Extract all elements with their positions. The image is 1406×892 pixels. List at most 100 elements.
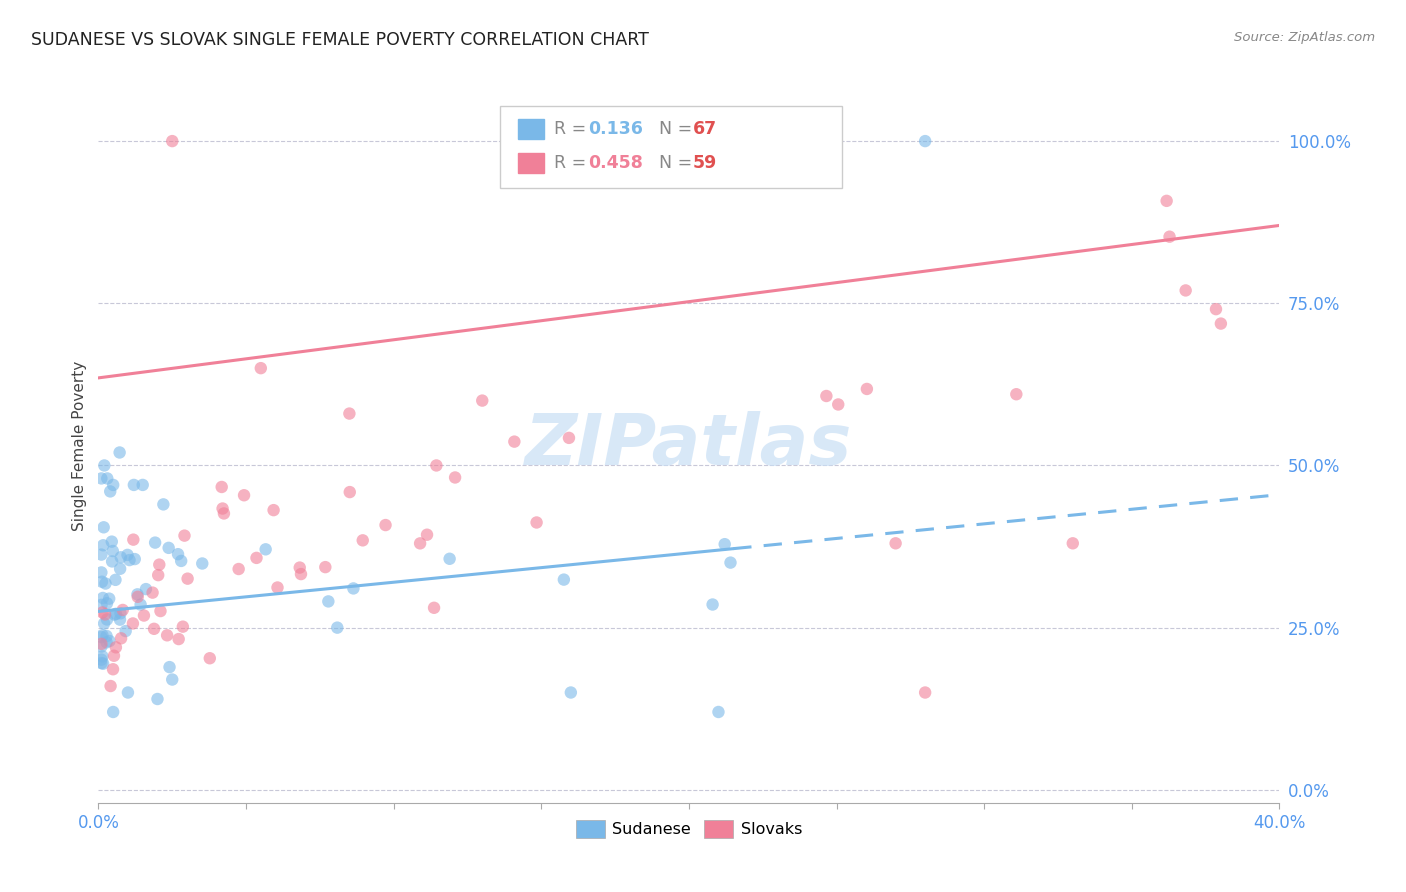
Point [143, 535, 166, 549]
Point [91, 649, 114, 664]
Point [173, 528, 195, 542]
Point [132, 478, 155, 492]
Point [142, 585, 165, 599]
Text: 67: 67 [693, 120, 717, 138]
Point [118, 553, 141, 567]
Text: R =: R = [554, 120, 592, 138]
Point [815, 389, 838, 403]
Point [288, 560, 311, 574]
Point [93, 616, 115, 631]
Point [713, 537, 735, 551]
Point [1159, 229, 1181, 244]
Point [96, 629, 118, 643]
Point [503, 434, 526, 449]
Point [90, 548, 112, 562]
Text: N =: N = [648, 154, 697, 172]
Point [162, 673, 183, 687]
Point [167, 632, 190, 646]
Point [211, 501, 233, 516]
Point [91, 574, 114, 589]
Point [290, 567, 312, 582]
Bar [517, 120, 544, 139]
Point [98, 591, 121, 606]
Point [90, 566, 112, 580]
Point [90, 656, 112, 670]
Point [108, 562, 131, 576]
Point [101, 534, 124, 549]
Point [104, 640, 127, 655]
Point [526, 516, 548, 530]
Point [135, 582, 157, 596]
Point [191, 557, 214, 571]
Point [425, 458, 447, 473]
Point [558, 431, 581, 445]
Point [127, 587, 149, 601]
Point [100, 679, 122, 693]
Point [720, 556, 742, 570]
Point [152, 497, 174, 511]
Point [149, 604, 172, 618]
Y-axis label: Single Female Poverty: Single Female Poverty [72, 361, 87, 531]
Point [101, 662, 124, 676]
Point [111, 603, 134, 617]
Point [263, 503, 285, 517]
Point [707, 705, 730, 719]
Point [98, 484, 121, 499]
Point [914, 134, 936, 148]
Point [104, 573, 127, 587]
Point [167, 547, 190, 561]
Point [233, 488, 256, 502]
Point [110, 607, 132, 621]
Point [156, 628, 179, 642]
Point [90, 653, 112, 667]
Point [1205, 302, 1227, 317]
Text: R =: R = [554, 154, 592, 172]
Point [1174, 284, 1197, 298]
Point [439, 551, 461, 566]
FancyBboxPatch shape [501, 105, 842, 187]
Bar [517, 153, 544, 173]
Point [914, 685, 936, 699]
Point [553, 573, 575, 587]
Point [560, 685, 582, 699]
Point [94, 607, 117, 622]
Point [96, 596, 118, 610]
Point [91, 591, 114, 605]
Point [101, 554, 124, 568]
Point [314, 560, 336, 574]
Point [93, 520, 115, 534]
Point [91, 628, 114, 642]
Point [318, 594, 340, 608]
Point [129, 598, 152, 612]
Point [444, 470, 467, 484]
Point [132, 608, 155, 623]
Point [103, 478, 125, 492]
Text: SUDANESE VS SLOVAK SINGLE FEMALE POVERTY CORRELATION CHART: SUDANESE VS SLOVAK SINGLE FEMALE POVERTY… [31, 31, 648, 49]
Point [96, 471, 118, 485]
Point [245, 550, 267, 565]
Point [211, 480, 233, 494]
Point [159, 660, 181, 674]
Point [1062, 536, 1084, 550]
Point [108, 445, 131, 459]
Point [101, 544, 124, 558]
Text: 59: 59 [693, 154, 717, 172]
Point [122, 616, 145, 631]
Point [884, 536, 907, 550]
Point [103, 607, 125, 622]
Point [91, 538, 114, 552]
Point [122, 478, 145, 492]
Point [108, 613, 131, 627]
Point [228, 562, 250, 576]
Point [352, 533, 374, 548]
Point [143, 622, 166, 636]
Point [90, 640, 112, 654]
Point [176, 572, 198, 586]
Point [374, 518, 396, 533]
Point [124, 552, 146, 566]
Point [90, 598, 112, 612]
Point [250, 361, 273, 376]
Point [94, 576, 117, 591]
Point [702, 598, 724, 612]
Legend: Sudanese, Slovaks: Sudanese, Slovaks [569, 814, 808, 845]
